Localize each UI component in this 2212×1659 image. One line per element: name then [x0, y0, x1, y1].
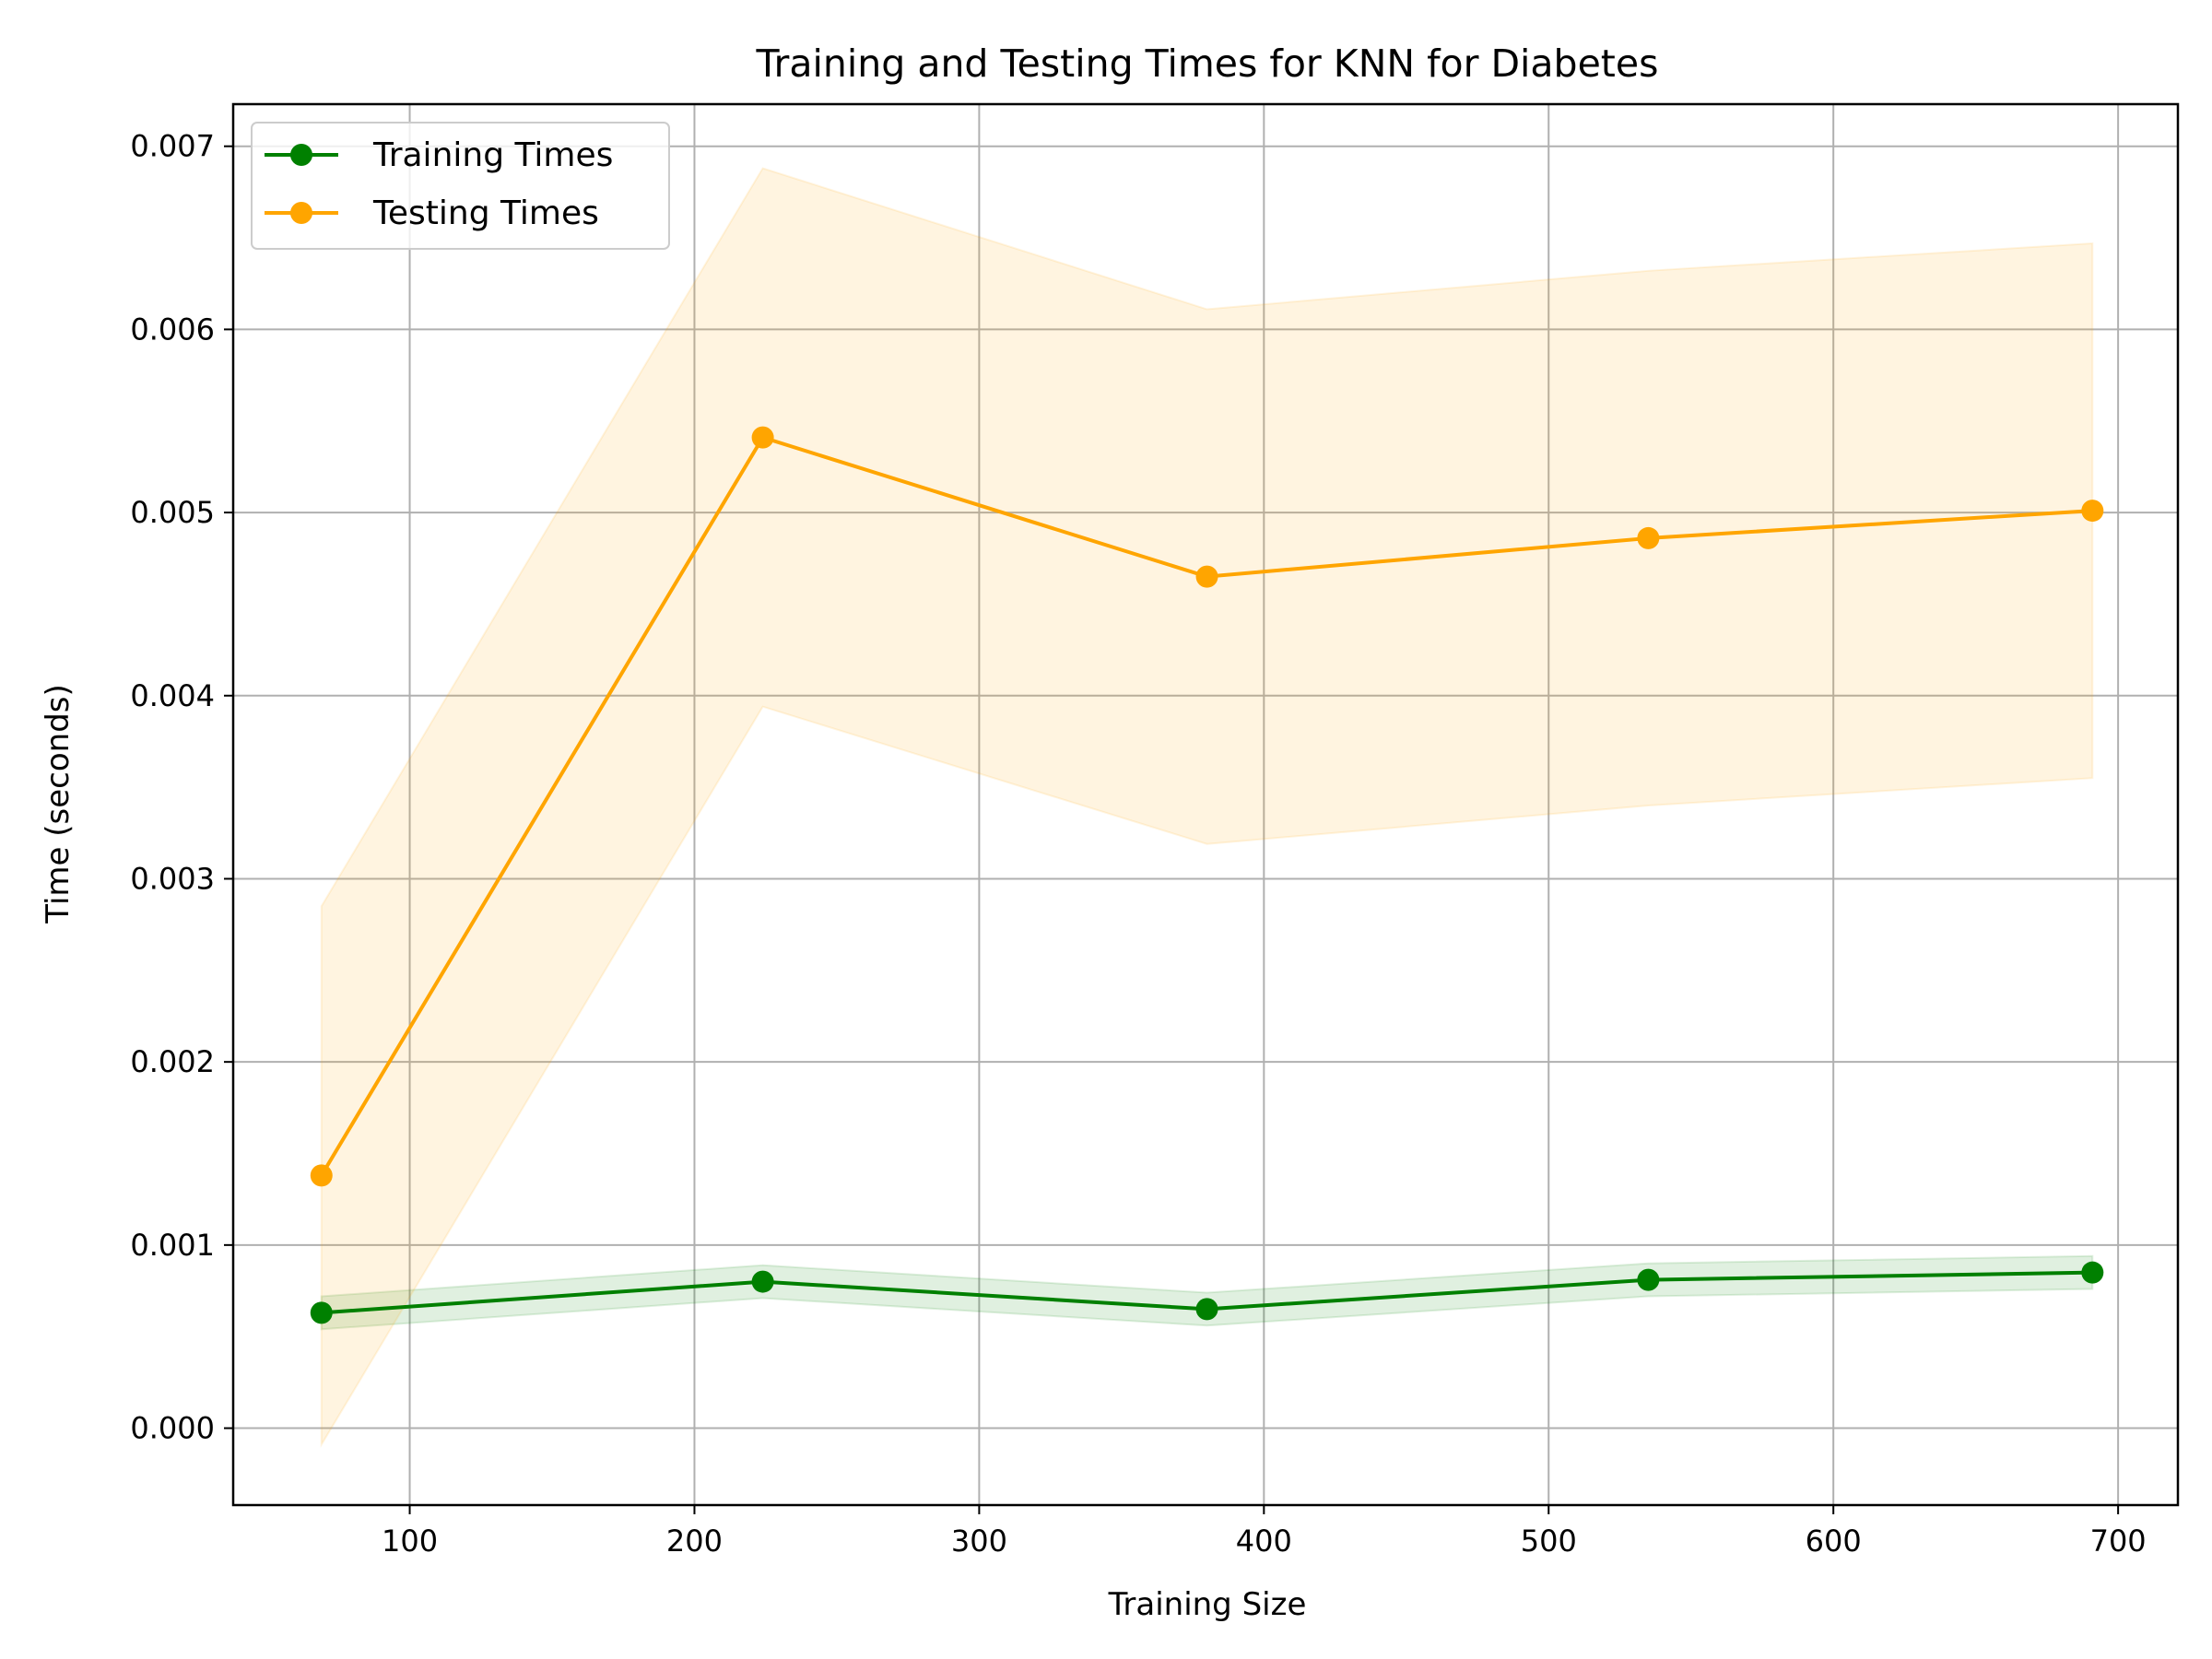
- training-times-point: [1637, 1268, 1660, 1291]
- x-tick-label: 400: [1236, 1524, 1292, 1559]
- y-tick-label: 0.005: [130, 495, 215, 530]
- y-tick-label: 0.004: [130, 678, 215, 713]
- testing-times-point: [2081, 500, 2104, 523]
- legend-entry-testing: Testing Times: [265, 194, 599, 232]
- y-tick-label: 0.000: [130, 1411, 215, 1446]
- testing-times-point: [1195, 565, 1218, 588]
- y-tick-label: 0.001: [130, 1228, 215, 1263]
- y-axis-label: Time (seconds): [40, 684, 76, 924]
- y-tick-label: 0.003: [130, 861, 215, 896]
- testing-times-point: [1637, 526, 1660, 549]
- axis-ticks: 100 200 300 400 500 600 700 0.000 0.001 0.002 0.00…: [130, 129, 2146, 1559]
- x-tick-label: 600: [1806, 1524, 1862, 1559]
- legend-label-training: Training Times: [372, 136, 613, 174]
- chart-title: Training and Testing Times for KNN for D…: [756, 41, 1659, 86]
- grid: [233, 104, 2178, 1505]
- series-lines: [310, 426, 2104, 1324]
- x-tick-label: 500: [1521, 1524, 1577, 1559]
- x-tick-label: 700: [2090, 1524, 2147, 1559]
- x-tick-label: 100: [382, 1524, 438, 1559]
- legend-box: [251, 122, 670, 250]
- training-times-point: [751, 1270, 774, 1293]
- testing-times-point: [310, 1164, 333, 1187]
- confidence-bands: [320, 167, 2094, 1449]
- y-tick-label: 0.006: [130, 312, 215, 347]
- testing-times-point: [751, 426, 774, 449]
- plot-frame: [231, 102, 2180, 1507]
- y-tick-label: 0.007: [130, 129, 215, 164]
- x-tick-label: 200: [666, 1524, 723, 1559]
- legend-entry-training: Training Times: [265, 136, 613, 174]
- legend-label-testing: Testing Times: [372, 194, 599, 232]
- training-times-point: [1195, 1298, 1218, 1321]
- training-times-point: [310, 1301, 333, 1324]
- legend-marker-training: [290, 144, 312, 166]
- x-axis-label: Training Size: [1108, 1586, 1307, 1623]
- testing-times-band: [320, 167, 2094, 1449]
- legend: Training Times Testing Times: [251, 122, 670, 250]
- x-tick-label: 300: [951, 1524, 1007, 1559]
- training-times-point: [2081, 1261, 2104, 1284]
- y-tick-label: 0.002: [130, 1044, 215, 1079]
- legend-marker-testing: [290, 202, 312, 224]
